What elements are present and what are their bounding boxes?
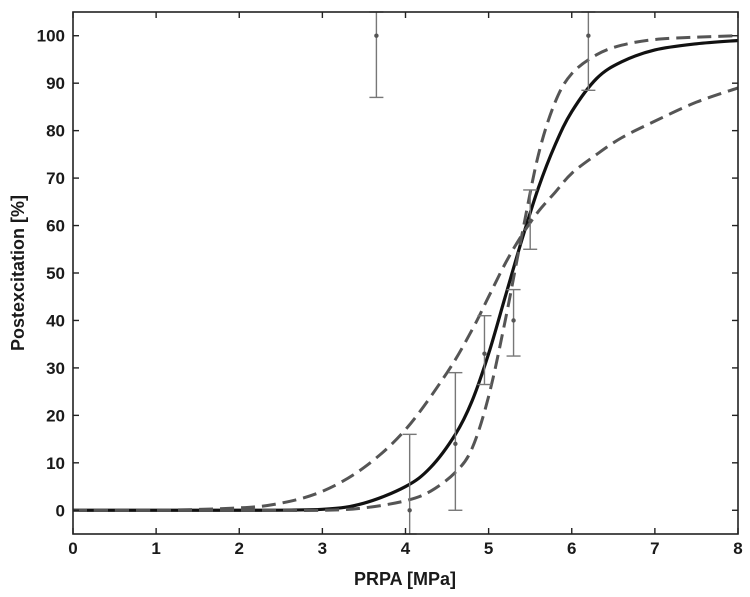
data-point-2 [453, 441, 458, 447]
data-point-0 [374, 33, 379, 38]
data-point-1 [407, 508, 412, 513]
plot-frame [72, 11, 739, 535]
x-tick-label: 3 [318, 539, 327, 558]
y-tick-label: 50 [46, 264, 65, 283]
data-point-4 [511, 318, 516, 323]
x-tick-label: 8 [733, 539, 742, 558]
data-point-5 [527, 218, 533, 223]
y-tick-label: 10 [46, 454, 65, 473]
y-tick-label: 40 [46, 311, 65, 330]
curves-group [72, 34, 739, 512]
x-tick-label: 0 [68, 539, 77, 558]
x-tick-label: 4 [401, 539, 411, 558]
errorbars-group [369, 11, 596, 535]
y-tick-label: 60 [46, 217, 65, 236]
y-tick-label: 90 [46, 74, 65, 93]
x-tick-label: 1 [151, 539, 160, 558]
x-axis-label: PRPA [MPa] [354, 569, 456, 589]
x-tick-label: 7 [650, 539, 659, 558]
confidence-bound-curve-1 [72, 86, 739, 512]
data-point-6 [586, 33, 591, 38]
y-tick-label: 100 [37, 27, 65, 46]
data-point-3 [482, 351, 487, 356]
y-tick-label: 70 [46, 169, 65, 188]
x-tick-label: 6 [567, 539, 576, 558]
confidence-bound-curve-2 [72, 34, 739, 512]
plot-area [73, 12, 738, 534]
x-tick-label: 2 [235, 539, 244, 558]
y-tick-label: 80 [46, 122, 65, 141]
y-axis-label: Postexcitation [%] [8, 195, 28, 351]
y-tick-label: 20 [46, 406, 65, 425]
y-tick-label: 30 [46, 359, 65, 378]
x-tick-label: 5 [484, 539, 493, 558]
y-tick-label: 0 [56, 501, 65, 520]
